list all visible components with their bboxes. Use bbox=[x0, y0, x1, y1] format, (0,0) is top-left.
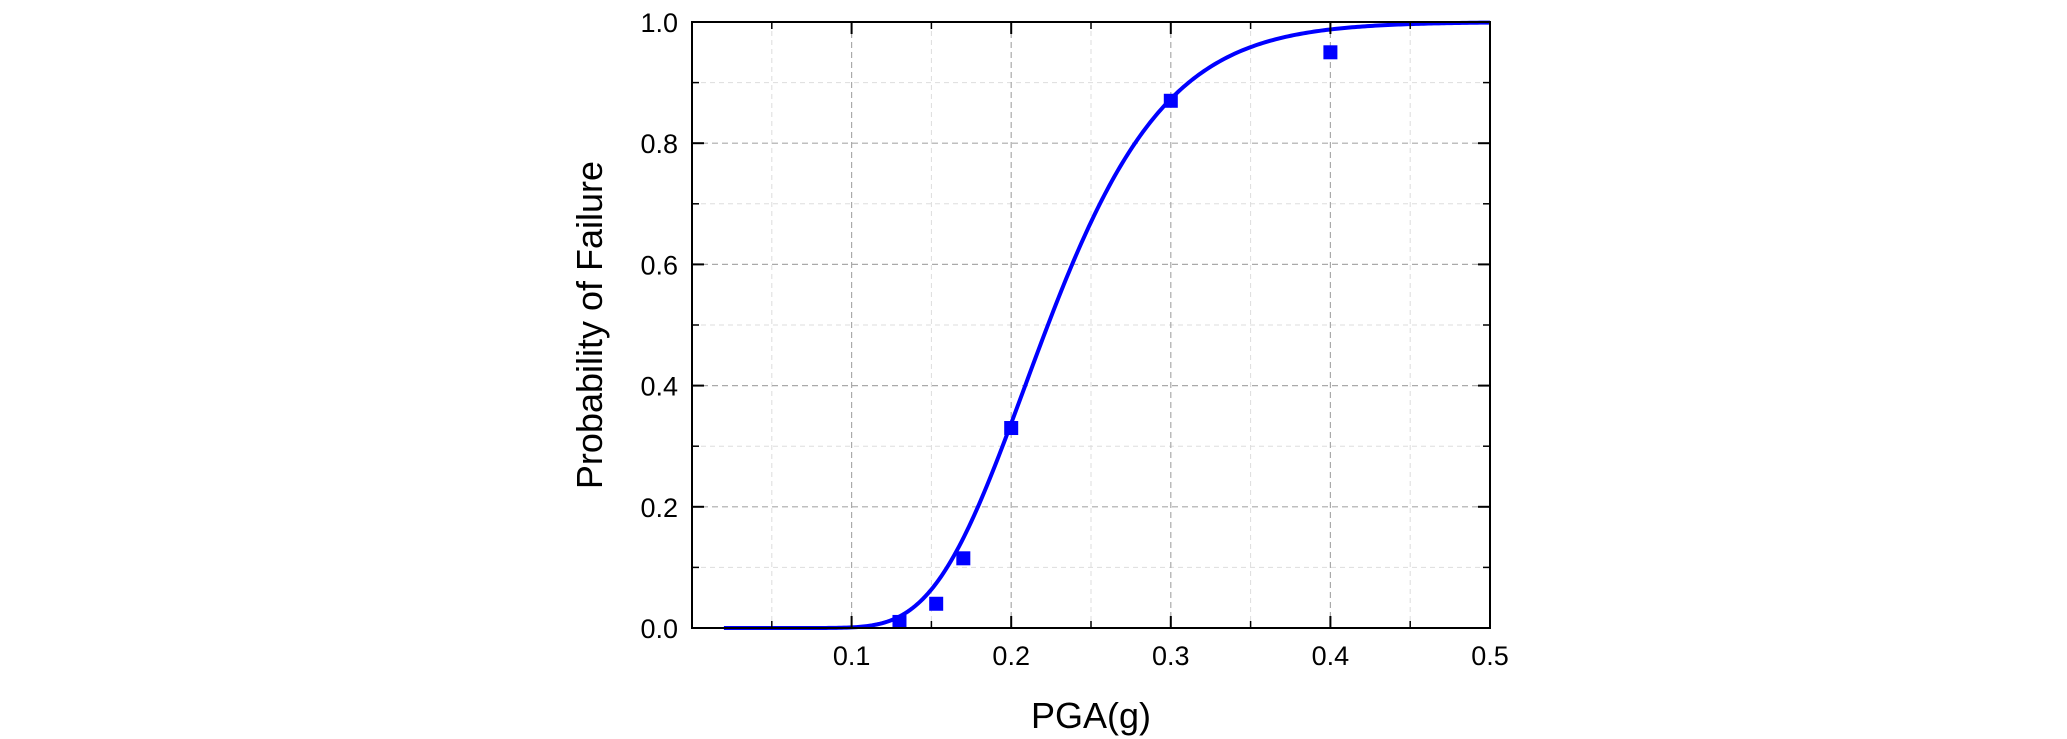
data-point bbox=[1323, 45, 1338, 60]
x-tick-label: 0.2 bbox=[992, 641, 1030, 671]
data-point bbox=[956, 551, 971, 566]
axis-ticks: 0.1 0.2 0.3 0.4 0.5 0.0 0.2 0.4 0.6 0.8 1.0 bbox=[640, 8, 1508, 671]
y-tick-label: 0.4 bbox=[640, 372, 678, 402]
grid bbox=[692, 22, 1490, 628]
y-tick-label: 0.2 bbox=[640, 493, 678, 523]
data-point bbox=[929, 596, 944, 611]
y-tick-label: 1.0 bbox=[640, 8, 678, 38]
y-tick-label: 0.0 bbox=[640, 614, 678, 644]
x-tick-label: 0.4 bbox=[1312, 641, 1350, 671]
y-tick-label: 0.6 bbox=[640, 250, 678, 280]
x-tick-label: 0.3 bbox=[1152, 641, 1190, 671]
plot-series bbox=[723, 20, 1491, 630]
y-axis-title: Probability of Failure bbox=[569, 161, 610, 489]
y-tick-label: 0.8 bbox=[640, 129, 678, 159]
x-tick-label: 0.5 bbox=[1471, 641, 1509, 671]
x-axis-title: PGA(g) bbox=[1031, 695, 1151, 736]
x-tick-label: 0.1 bbox=[833, 641, 871, 671]
